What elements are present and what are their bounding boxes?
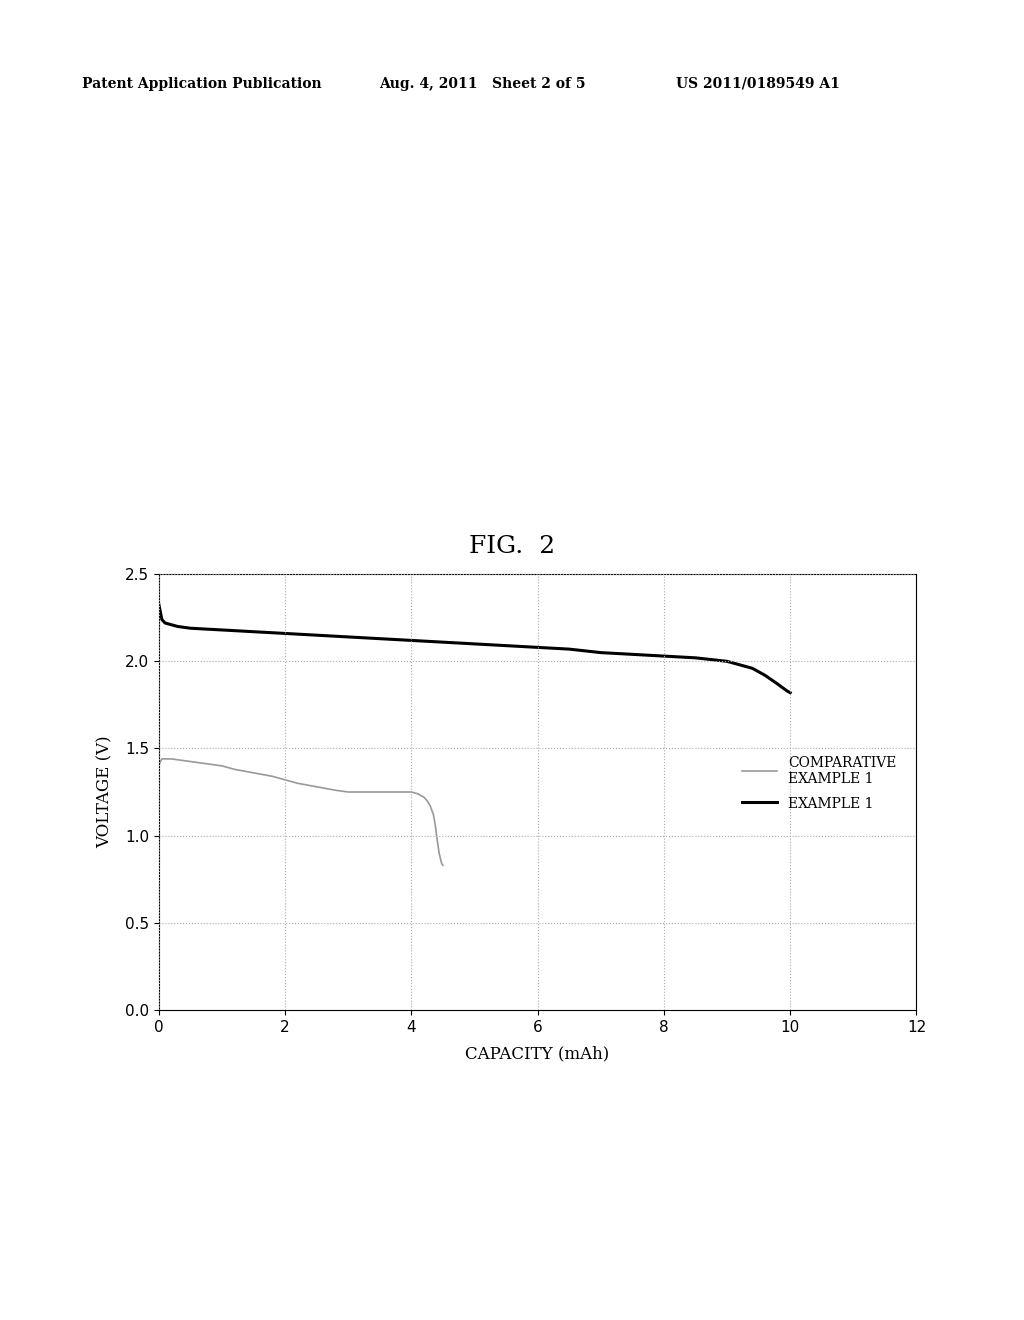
COMPARATIVE
EXAMPLE 1: [421, 793, 433, 809]
COMPARATIVE
EXAMPLE 1: [435, 855, 447, 871]
Text: Aug. 4, 2011   Sheet 2 of 5: Aug. 4, 2011 Sheet 2 of 5: [379, 77, 586, 91]
COMPARATIVE
EXAMPLE 1: [424, 799, 436, 814]
EXAMPLE 1: [595, 644, 607, 660]
EXAMPLE 1: [721, 653, 733, 669]
EXAMPLE 1: [689, 649, 701, 665]
Text: US 2011/0189549 A1: US 2011/0189549 A1: [676, 77, 840, 91]
EXAMPLE 1: [159, 615, 171, 631]
COMPARATIVE
EXAMPLE 1: [154, 755, 166, 771]
EXAMPLE 1: [248, 624, 260, 640]
EXAMPLE 1: [468, 636, 480, 652]
COMPARATIVE
EXAMPLE 1: [427, 807, 439, 822]
EXAMPLE 1: [436, 634, 449, 649]
COMPARATIVE
EXAMPLE 1: [159, 751, 171, 767]
COMPARATIVE
EXAMPLE 1: [412, 785, 424, 801]
COMPARATIVE
EXAMPLE 1: [342, 784, 354, 800]
EXAMPLE 1: [310, 627, 323, 643]
Line: COMPARATIVE
EXAMPLE 1: COMPARATIVE EXAMPLE 1: [159, 759, 442, 865]
EXAMPLE 1: [781, 682, 794, 698]
COMPARATIVE
EXAMPLE 1: [156, 751, 168, 767]
Line: EXAMPLE 1: EXAMPLE 1: [159, 603, 791, 693]
COMPARATIVE
EXAMPLE 1: [228, 762, 241, 777]
Y-axis label: VOLTAGE (V): VOLTAGE (V): [96, 735, 114, 849]
COMPARATIVE
EXAMPLE 1: [310, 779, 323, 795]
EXAMPLE 1: [171, 619, 184, 635]
COMPARATIVE
EXAMPLE 1: [153, 758, 165, 774]
COMPARATIVE
EXAMPLE 1: [279, 772, 291, 788]
EXAMPLE 1: [531, 639, 544, 655]
EXAMPLE 1: [784, 685, 797, 701]
EXAMPLE 1: [500, 638, 512, 653]
EXAMPLE 1: [216, 622, 228, 638]
COMPARATIVE
EXAMPLE 1: [406, 784, 418, 800]
COMPARATIVE
EXAMPLE 1: [433, 845, 445, 861]
COMPARATIVE
EXAMPLE 1: [216, 758, 228, 774]
EXAMPLE 1: [406, 632, 418, 648]
EXAMPLE 1: [153, 595, 165, 611]
COMPARATIVE
EXAMPLE 1: [430, 828, 442, 843]
EXAMPLE 1: [626, 647, 639, 663]
COMPARATIVE
EXAMPLE 1: [330, 783, 342, 799]
COMPARATIVE
EXAMPLE 1: [292, 775, 304, 791]
Legend: COMPARATIVE
EXAMPLE 1, EXAMPLE 1: COMPARATIVE EXAMPLE 1, EXAMPLE 1: [736, 750, 902, 817]
COMPARATIVE
EXAMPLE 1: [434, 850, 446, 866]
X-axis label: CAPACITY (mAh): CAPACITY (mAh): [466, 1045, 609, 1063]
EXAMPLE 1: [184, 620, 197, 636]
COMPARATIVE
EXAMPLE 1: [432, 837, 444, 853]
EXAMPLE 1: [563, 642, 575, 657]
COMPARATIVE
EXAMPLE 1: [178, 752, 190, 768]
EXAMPLE 1: [374, 631, 386, 647]
COMPARATIVE
EXAMPLE 1: [248, 764, 260, 780]
EXAMPLE 1: [733, 657, 745, 673]
Text: Patent Application Publication: Patent Application Publication: [82, 77, 322, 91]
COMPARATIVE
EXAMPLE 1: [418, 789, 430, 805]
COMPARATIVE
EXAMPLE 1: [266, 768, 279, 784]
COMPARATIVE
EXAMPLE 1: [436, 857, 449, 873]
COMPARATIVE
EXAMPLE 1: [374, 784, 386, 800]
EXAMPLE 1: [156, 611, 168, 627]
EXAMPLE 1: [657, 648, 670, 664]
EXAMPLE 1: [771, 676, 783, 692]
COMPARATIVE
EXAMPLE 1: [190, 755, 203, 771]
COMPARATIVE
EXAMPLE 1: [165, 751, 177, 767]
EXAMPLE 1: [746, 660, 759, 676]
COMPARATIVE
EXAMPLE 1: [429, 817, 441, 833]
EXAMPLE 1: [759, 668, 771, 684]
EXAMPLE 1: [279, 626, 291, 642]
COMPARATIVE
EXAMPLE 1: [203, 756, 215, 772]
Text: FIG.  2: FIG. 2: [469, 535, 555, 557]
COMPARATIVE
EXAMPLE 1: [392, 784, 404, 800]
EXAMPLE 1: [342, 630, 354, 645]
COMPARATIVE
EXAMPLE 1: [354, 784, 367, 800]
